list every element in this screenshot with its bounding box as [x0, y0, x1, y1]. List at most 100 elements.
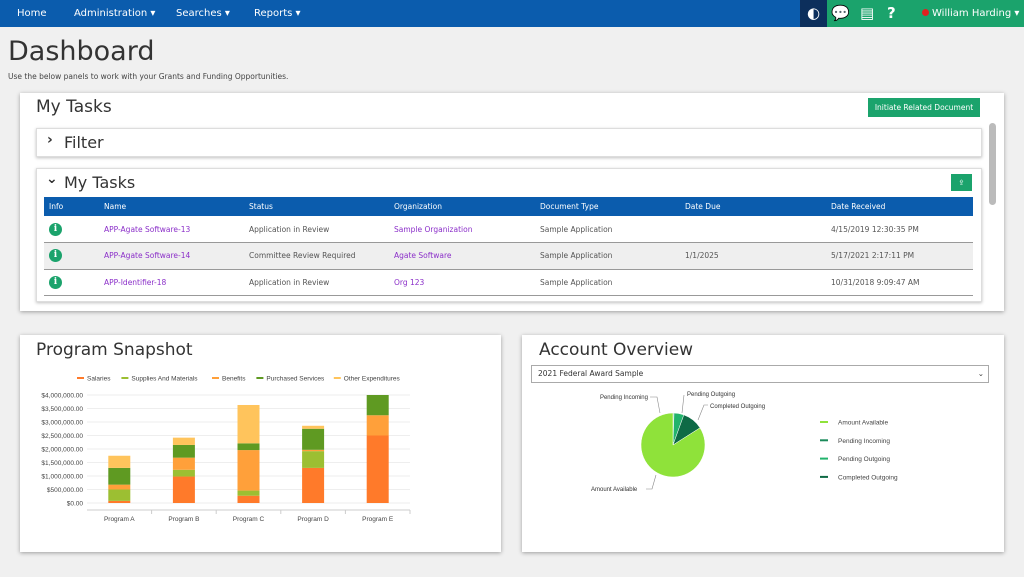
- bar-segment: [237, 495, 260, 503]
- legend-label: Benefits: [222, 376, 246, 383]
- pie-leader: [646, 474, 657, 490]
- task-org-link[interactable]: Sample Organization: [389, 216, 535, 243]
- col-document-type[interactable]: Document Type: [535, 197, 680, 216]
- x-tick-label: Program B: [168, 516, 199, 523]
- col-date-due[interactable]: Date Due: [680, 197, 826, 216]
- y-tick-label: $4,000,000.00: [41, 393, 83, 400]
- scrollbar[interactable]: [989, 123, 996, 205]
- task-doc-type: Sample Application: [535, 216, 680, 243]
- task-date-received: 5/17/2021 2:17:11 PM: [826, 242, 973, 270]
- y-tick-label: $3,000,000.00: [41, 420, 83, 427]
- task-org-link[interactable]: Org 123: [389, 269, 535, 296]
- status-dot-icon: [922, 9, 929, 16]
- chevron-down-icon[interactable]: ⌄: [46, 171, 58, 187]
- pie-leader: [697, 404, 708, 421]
- task-name-link[interactable]: APP-Agate Software-14: [99, 242, 244, 270]
- bar-segment: [237, 404, 260, 444]
- table-row: i APP-Agate Software-13 Application in R…: [44, 216, 973, 243]
- y-tick-label: $0.00: [67, 501, 84, 508]
- y-tick-label: $3,500,000.00: [41, 406, 83, 413]
- chat-icon[interactable]: 💬: [831, 4, 850, 22]
- bar-segment: [237, 443, 260, 451]
- legend-label: Pending Outgoing: [838, 456, 890, 463]
- info-icon[interactable]: i: [49, 275, 62, 289]
- top-nav: Home Administration ▾ Searches ▾ Reports…: [0, 0, 1024, 27]
- x-tick-label: Program D: [297, 516, 329, 523]
- pie-label: Pending Incoming: [600, 395, 648, 401]
- legend-label: Salaries: [87, 376, 111, 383]
- pie-slice: [640, 412, 706, 478]
- nav-reports[interactable]: Reports ▾: [254, 8, 301, 19]
- nav-administration[interactable]: Administration ▾: [74, 8, 156, 19]
- y-tick-label: $1,500,000.00: [41, 460, 83, 467]
- table-row: i APP-Identifier-18 Application in Revie…: [44, 269, 973, 296]
- pie-leader: [681, 394, 685, 414]
- initiate-related-document-button[interactable]: Initiate Related Document: [868, 98, 980, 117]
- col-status[interactable]: Status: [244, 197, 389, 216]
- col-organization[interactable]: Organization: [389, 197, 535, 216]
- nav-searches[interactable]: Searches ▾: [176, 8, 230, 19]
- bar-segment: [366, 395, 389, 416]
- table-row: i: [44, 295, 973, 302]
- task-date-due: [680, 216, 826, 243]
- bar-segment: [302, 449, 325, 452]
- bar-segment: [108, 467, 131, 485]
- my-tasks-title: My Tasks: [36, 97, 112, 117]
- award-select-value: 2021 Federal Award Sample: [538, 369, 644, 378]
- my-tasks-inner-title: My Tasks: [64, 173, 136, 192]
- chevron-down-icon: ⌄: [977, 369, 984, 378]
- task-org-link[interactable]: Agate Software: [389, 242, 535, 270]
- nav-home[interactable]: Home: [17, 8, 47, 19]
- legend-label: Supplies And Materials: [131, 376, 198, 383]
- bar-segment: [172, 469, 195, 477]
- info-icon[interactable]: i: [49, 249, 62, 263]
- tasks-table-wrap: Info Name Status Organization Document T…: [44, 197, 973, 302]
- chevron-right-icon: ›: [47, 132, 53, 148]
- program-snapshot-title: Program Snapshot: [36, 340, 193, 360]
- bar-segment: [108, 455, 131, 468]
- account-overview-chart: Pending Incoming Pending Outgoing Complete…: [591, 392, 898, 493]
- help-icon[interactable]: ?: [887, 4, 896, 22]
- y-tick-label: $1,000,000.00: [41, 474, 83, 481]
- bar-segment: [237, 490, 260, 496]
- legend-label: Pending Incoming: [838, 438, 890, 445]
- bar-segment: [366, 435, 389, 503]
- user-menu[interactable]: William Harding ▾: [922, 0, 1019, 27]
- program-snapshot-panel: [20, 335, 501, 552]
- filter-label: Filter: [64, 133, 104, 152]
- page-subtitle: Use the below panels to work with your G…: [8, 72, 289, 81]
- page-title: Dashboard: [8, 36, 155, 67]
- task-name-link[interactable]: APP-Identifier-18: [99, 269, 244, 296]
- legend-label: Completed Outgoing: [838, 474, 898, 481]
- task-doc-type: Sample Application: [535, 242, 680, 270]
- legend-label: Other Expenditures: [344, 376, 401, 383]
- contrast-icon[interactable]: ◐: [800, 0, 827, 27]
- bar-segment: [108, 484, 131, 490]
- task-doc-type: Sample Application: [535, 269, 680, 296]
- bar-segment: [237, 450, 260, 491]
- table-row: i APP-Agate Software-14 Committee Review…: [44, 242, 973, 270]
- bar-segment: [302, 451, 325, 468]
- book-icon[interactable]: ▤: [860, 4, 875, 22]
- col-name[interactable]: Name: [99, 197, 244, 216]
- col-info[interactable]: Info: [44, 197, 99, 216]
- y-tick-label: $2,500,000.00: [41, 433, 83, 440]
- bar-segment: [366, 415, 389, 436]
- tasks-table: Info Name Status Organization Document T…: [44, 197, 973, 302]
- user-name: William Harding ▾: [932, 8, 1020, 19]
- award-select[interactable]: 2021 Federal Award Sample ⌄: [531, 365, 989, 383]
- filter-panel[interactable]: › Filter: [36, 128, 982, 157]
- pie-label: Pending Outgoing: [687, 392, 735, 398]
- y-tick-label: $500,000.00: [47, 487, 84, 494]
- col-date-received[interactable]: Date Received: [826, 197, 973, 216]
- program-snapshot-chart: $0.00 $500,000.00 $1,000,000.00 $1,500,000.…: [41, 376, 411, 523]
- export-button[interactable]: ⇪: [951, 174, 972, 191]
- y-tick-label: $2,000,000.00: [41, 447, 83, 454]
- task-date-due: 1/1/2025: [680, 242, 826, 270]
- task-name-link[interactable]: APP-Agate Software-13: [99, 216, 244, 243]
- info-icon[interactable]: i: [49, 222, 62, 236]
- bar-segment: [302, 428, 325, 450]
- x-tick-label: Program C: [233, 516, 265, 523]
- task-status: Application in Review: [244, 216, 389, 243]
- bar-segment: [302, 467, 325, 503]
